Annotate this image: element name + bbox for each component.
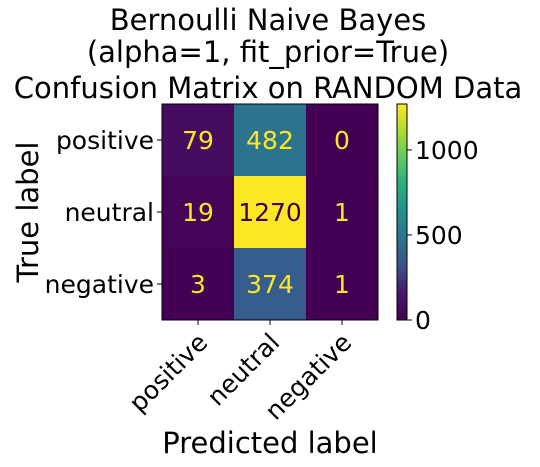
cell-value-label: 19 xyxy=(182,198,214,227)
cell-value-label: 0 xyxy=(334,126,350,155)
x-axis-label: Predicted label xyxy=(162,426,378,460)
cell-value-label: 482 xyxy=(246,126,294,155)
title-line-1: Bernoulli Naive Bayes xyxy=(110,3,427,37)
matrix-cell xyxy=(306,176,378,248)
cell-value-label: 1 xyxy=(334,198,350,227)
colorbar-tick-label: 1000 xyxy=(415,136,479,165)
y-tick-label: negative xyxy=(45,270,154,299)
matrix-cell xyxy=(162,104,234,176)
y-axis-ticks: positive neutral negative xyxy=(45,126,162,299)
colorbar-tick-label: 0 xyxy=(415,306,431,335)
colorbar-tick-label: 500 xyxy=(415,221,463,250)
matrix-cell xyxy=(234,104,306,176)
matrix-cells xyxy=(162,104,378,320)
cell-value-label: 3 xyxy=(190,270,206,299)
matrix-cell xyxy=(306,248,378,320)
colorbar-ticks: 0 500 1000 xyxy=(407,136,479,335)
cell-value-label: 1270 xyxy=(238,198,302,227)
matrix-cell xyxy=(162,248,234,320)
title-line-2: (alpha=1, fit_prior=True) xyxy=(87,35,449,69)
cell-value-label: 1 xyxy=(334,270,350,299)
cell-value-label: 374 xyxy=(246,270,294,299)
colorbar xyxy=(396,103,408,321)
title-line-3: Confusion Matrix on RANDOM Data xyxy=(14,71,522,105)
matrix-cell xyxy=(162,176,234,248)
matrix-cell xyxy=(234,176,306,248)
chart-title: Bernoulli Naive Bayes (alpha=1, fit_prio… xyxy=(14,3,522,105)
matrix-cell-labels: 79 482 0 19 1270 1 3 374 1 xyxy=(182,126,350,299)
y-axis-label: True label xyxy=(11,142,45,284)
matrix-cell xyxy=(306,104,378,176)
cell-value-label: 79 xyxy=(182,126,214,155)
x-tick-label: positive xyxy=(123,328,213,418)
matrix-cell xyxy=(234,248,306,320)
y-tick-label: neutral xyxy=(65,198,154,227)
y-tick-label: positive xyxy=(56,126,154,155)
